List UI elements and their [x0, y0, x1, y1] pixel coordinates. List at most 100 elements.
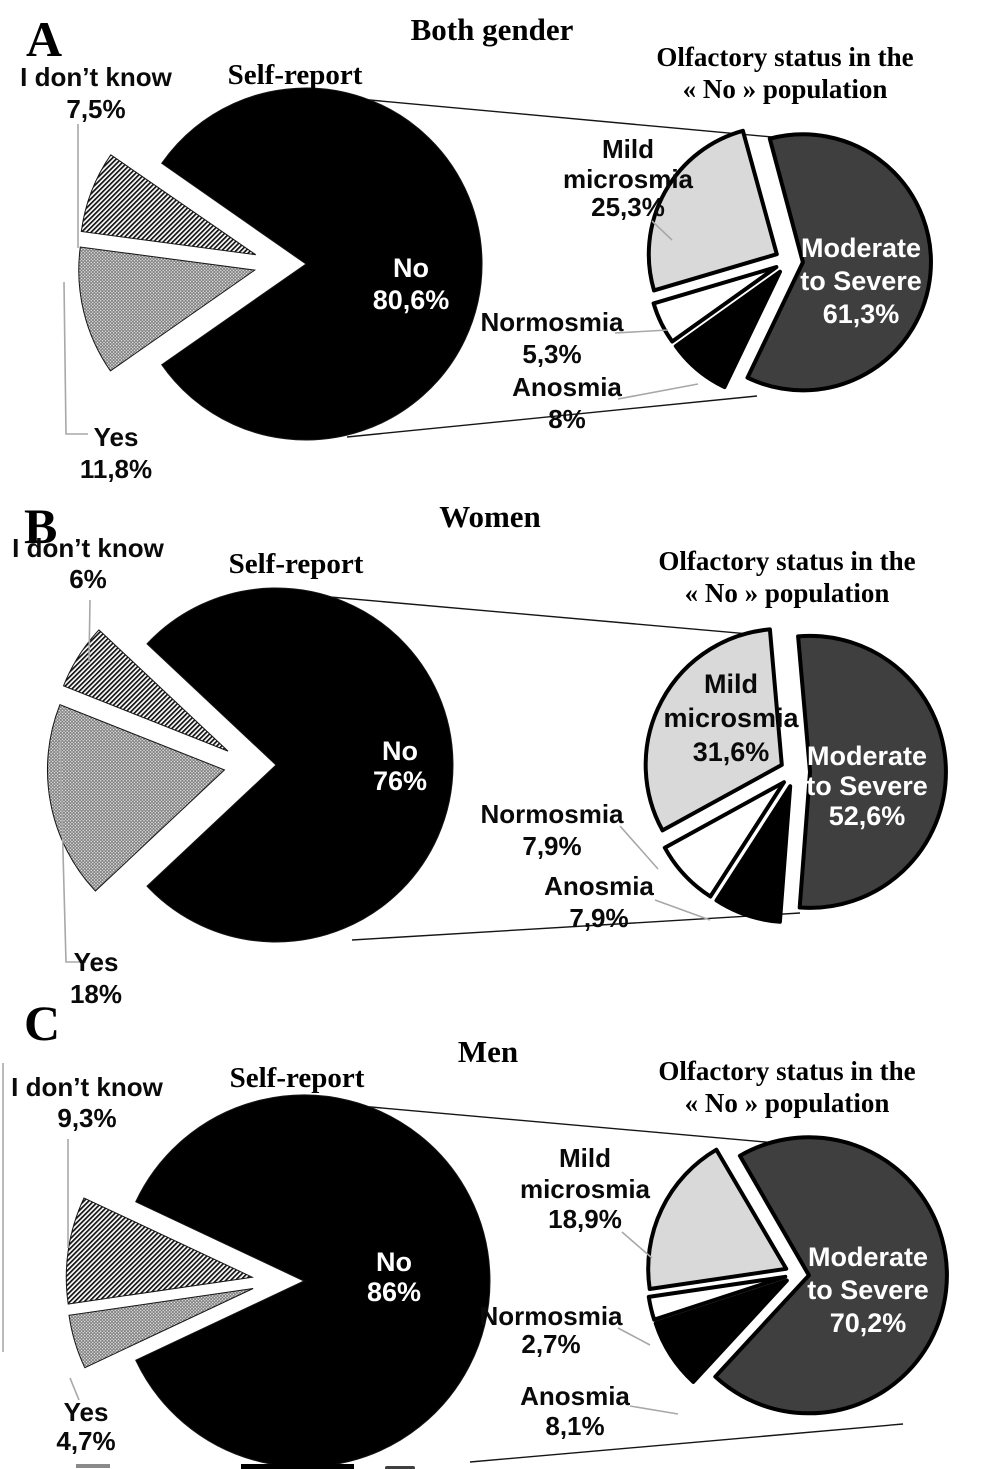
pie-slice-dont_know-b	[62, 629, 229, 752]
value-dont-know-b: 6%	[69, 564, 107, 594]
pie-slice-dont_know-a	[80, 154, 256, 256]
connector-line-top-a	[336, 96, 784, 139]
label-moderate-line2-c: to Severe	[807, 1275, 929, 1305]
value-anosmia-c: 8,1%	[545, 1411, 604, 1441]
self-report-title-b: Self-report	[229, 548, 364, 580]
leader-mild-microsmia-a	[651, 220, 673, 241]
value-yes-b: 18%	[70, 979, 122, 1009]
value-mild-a: 25,3%	[591, 192, 665, 222]
pie-slice-mild-a	[646, 128, 779, 293]
value-dont-know-c: 9,3%	[57, 1103, 116, 1133]
label-anosmia-b: Anosmia	[544, 871, 654, 901]
panels-root: A Both gender Self-report Olfactory status …	[2, 11, 949, 1469]
label-anosmia-c: Anosmia	[520, 1381, 630, 1411]
value-no-c: 86%	[367, 1277, 421, 1307]
label-moderate-line1-c: Moderate	[808, 1242, 928, 1272]
value-normosmia-c: 2,7%	[521, 1329, 580, 1359]
panel-title-c: Men	[458, 1034, 518, 1069]
value-no-a: 80,6%	[373, 285, 450, 315]
label-mild-line2-c: microsmia	[520, 1174, 651, 1204]
panel-c	[2, 1063, 949, 1469]
panel-letter-b: B	[24, 498, 57, 554]
label-mild-line1-a: Mild	[602, 134, 654, 164]
panel-letter-c: C	[24, 995, 60, 1051]
value-moderate-c: 70,2%	[830, 1308, 907, 1338]
value-moderate-a: 61,3%	[823, 299, 900, 329]
pie-slice-moderate-a	[745, 132, 933, 393]
leader-anosmia-b	[654, 899, 711, 921]
label-dont-know-c: I don’t know	[11, 1072, 163, 1102]
panel-title-a: Both gender	[411, 12, 574, 47]
leader-yes-a	[63, 281, 88, 435]
leader-anosmia-a	[617, 383, 699, 400]
leader-normosmia-c	[617, 1327, 651, 1346]
pie-slice-no-c	[135, 1094, 491, 1468]
value-yes-a: 11,8%	[80, 454, 152, 484]
panel-a	[63, 87, 933, 441]
panel-letter-a: A	[26, 11, 62, 67]
pie-slice-no-b	[146, 587, 454, 943]
leader-mild-microsmia-c	[621, 1231, 653, 1259]
label-no-c: No	[376, 1247, 412, 1277]
label-mild-line2-a: microsmia	[563, 164, 694, 194]
label-normosmia-a: Normosmia	[480, 307, 624, 337]
connector-line-top-b	[329, 596, 773, 637]
self-report-title-a: Self-report	[228, 59, 363, 91]
value-no-b: 76%	[373, 766, 427, 796]
connector-line-bottom-a	[346, 395, 758, 438]
value-moderate-b: 52,6%	[829, 801, 906, 831]
leader-yes-c	[69, 1377, 80, 1401]
leader-normosmia-b	[619, 825, 659, 870]
pie-slice-anosmia-a	[673, 269, 782, 390]
self-report-pie-b	[46, 587, 454, 943]
cropped-legend-fragment-black	[241, 1464, 354, 1469]
pie-slice-dont_know-c	[65, 1197, 255, 1305]
label-yes-c: Yes	[64, 1397, 109, 1427]
panel-title-b: Women	[439, 499, 541, 534]
olfactory-title-line2-b: « No » population	[685, 578, 890, 608]
olfactory-title-line1-a: Olfactory status in the	[656, 42, 913, 72]
leader-dont-know-b	[88, 599, 91, 663]
label-moderate-line1-b: Moderate	[807, 741, 927, 771]
pie-slice-yes-a	[78, 246, 257, 372]
self-report-pie-c	[65, 1094, 491, 1468]
pie-slice-mild-c	[646, 1147, 789, 1291]
value-dont-know-a: 7,5%	[66, 94, 125, 124]
leader-yes-b	[59, 741, 86, 963]
connector-line-bottom-b	[351, 912, 801, 941]
panel-b	[46, 587, 948, 963]
connector-line-top-c	[336, 1103, 777, 1144]
label-moderate-line2-a: to Severe	[800, 266, 922, 296]
value-normosmia-a: 5,3%	[522, 339, 581, 369]
value-yes-c: 4,7%	[56, 1426, 115, 1456]
olfactory-title-line2-a: « No » population	[683, 74, 888, 104]
olfactory-title-line1-c: Olfactory status in the	[658, 1056, 915, 1086]
label-no-a: No	[393, 253, 429, 283]
pie-slice-yes-c	[68, 1288, 254, 1369]
label-dont-know-b: I don’t know	[12, 533, 164, 563]
pie-slice-normosmia-c	[646, 1274, 788, 1322]
value-mild-b: 31,6%	[693, 737, 770, 767]
olfactory-title-line1-b: Olfactory status in the	[658, 546, 915, 576]
value-anosmia-a: 8%	[548, 404, 586, 434]
label-moderate-line1-a: Moderate	[801, 233, 921, 263]
label-yes-a: Yes	[94, 422, 139, 452]
cropped-legend-fragment-gray	[385, 1466, 415, 1469]
value-anosmia-b: 7,9%	[569, 903, 628, 933]
label-no-b: No	[382, 736, 418, 766]
olfactory-pie-a	[646, 128, 933, 393]
pie-slice-no-a	[161, 87, 483, 441]
olfactory-pie-c	[646, 1135, 949, 1416]
label-mild-line1-c: Mild	[559, 1143, 611, 1173]
value-mild-c: 18,9%	[548, 1204, 622, 1234]
leader-normosmia-a	[614, 329, 669, 334]
label-yes-b: Yes	[74, 947, 119, 977]
label-dont-know-a: I don’t know	[20, 62, 172, 92]
self-report-title-c: Self-report	[230, 1062, 365, 1094]
pie-slice-anosmia-c	[653, 1278, 789, 1384]
label-moderate-line2-b: to Severe	[806, 771, 928, 801]
pie-slice-mild-b	[643, 627, 784, 833]
connector-line-bottom-c	[469, 1423, 904, 1463]
